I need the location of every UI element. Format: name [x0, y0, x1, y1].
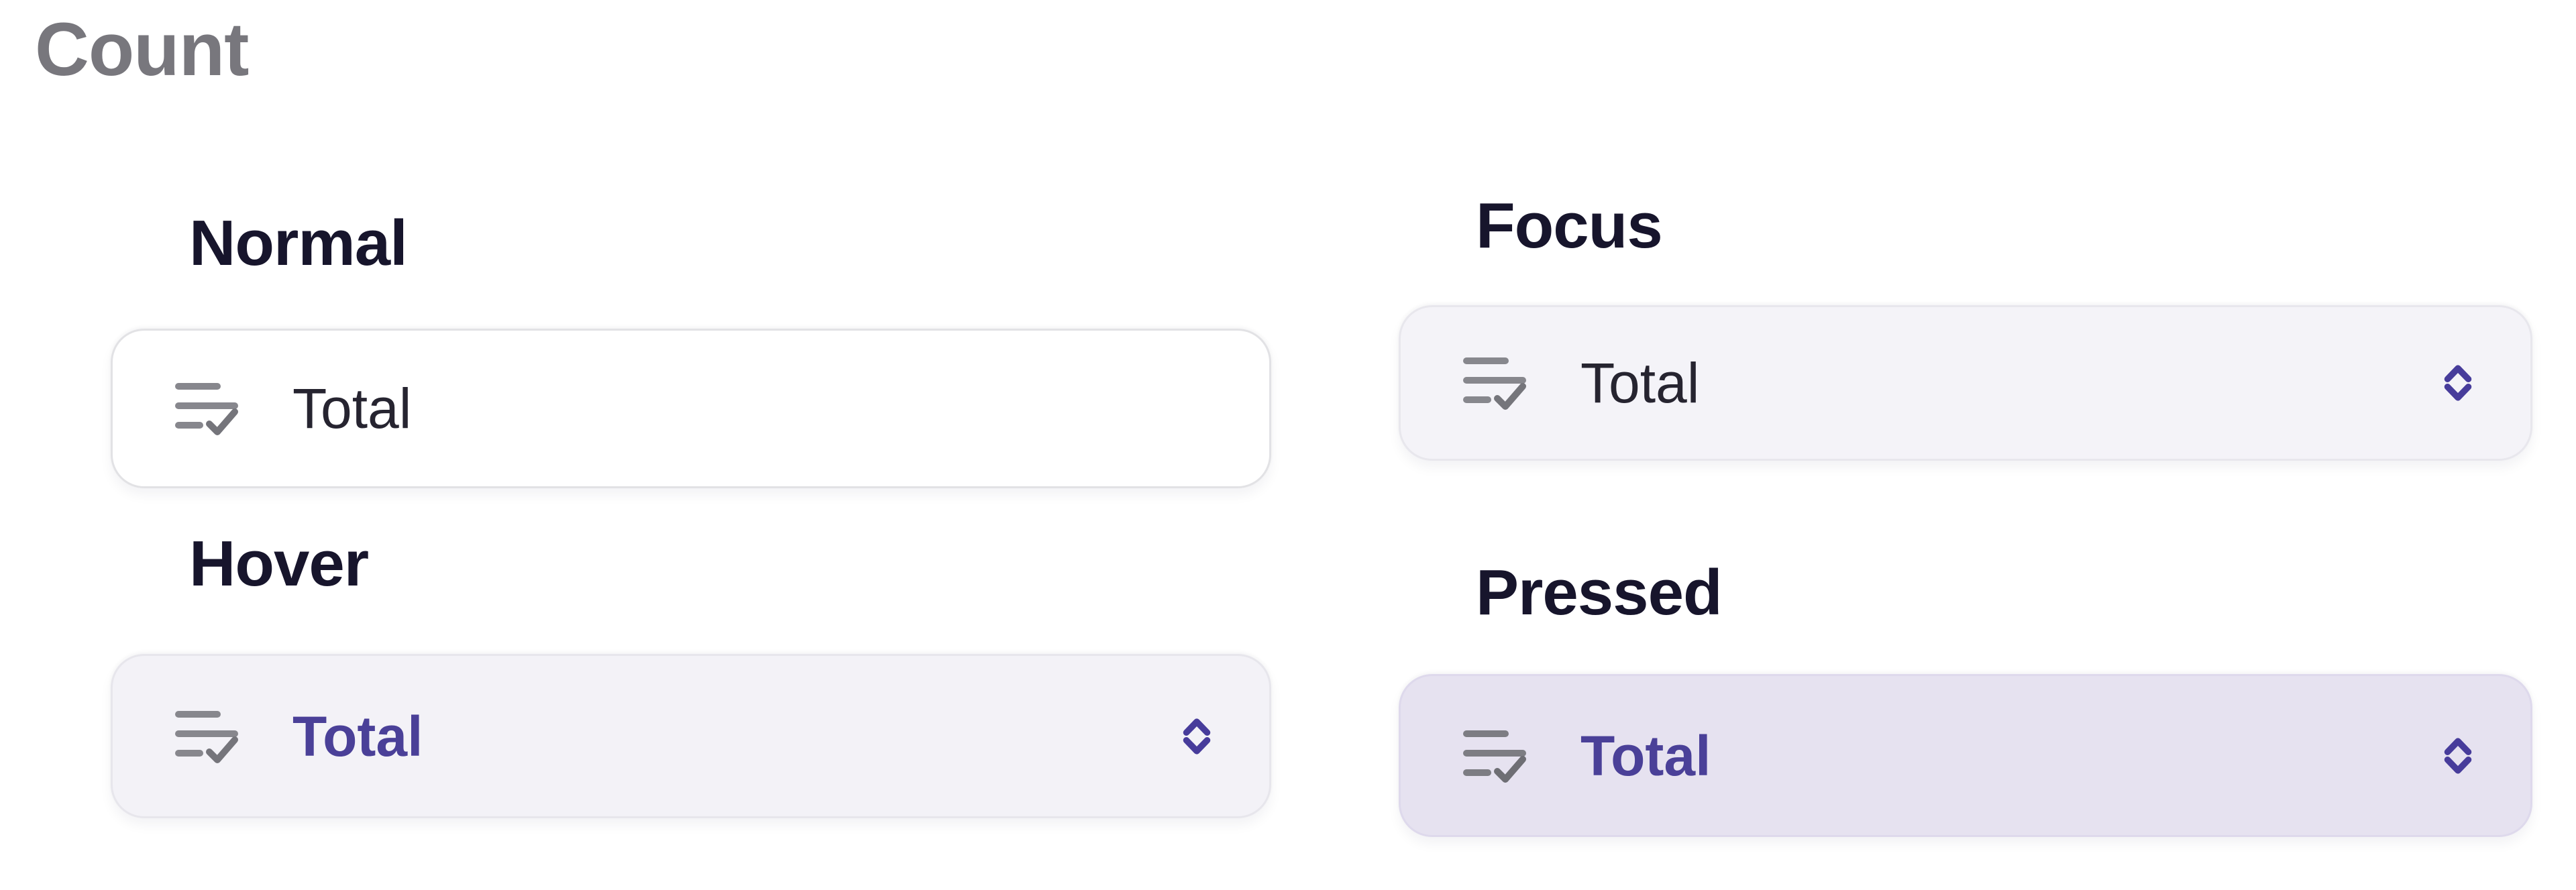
select-value: Total: [292, 704, 423, 768]
state-label-pressed: Pressed: [1476, 557, 1723, 628]
page-title: Count: [35, 7, 249, 91]
state-label-normal: Normal: [189, 207, 408, 279]
list-check-icon: [175, 383, 238, 435]
count-select-pressed[interactable]: Total: [1399, 674, 2532, 837]
state-label-hover: Hover: [189, 528, 369, 600]
count-select-focus[interactable]: Total: [1399, 305, 2532, 461]
chevron-up-down-icon: [2444, 365, 2472, 401]
list-check-icon: [175, 710, 238, 763]
select-value: Total: [292, 377, 412, 440]
state-label-focus: Focus: [1476, 190, 1663, 262]
chevron-up-down-icon: [1183, 718, 1211, 755]
count-select-normal[interactable]: Total: [111, 329, 1271, 488]
count-select-hover[interactable]: Total: [111, 654, 1271, 818]
list-check-icon: [1463, 357, 1526, 410]
list-check-icon: [1463, 730, 1526, 783]
chevron-up-down-icon: [2444, 737, 2472, 774]
select-value: Total: [1580, 351, 1700, 414]
select-value: Total: [1580, 724, 1711, 787]
